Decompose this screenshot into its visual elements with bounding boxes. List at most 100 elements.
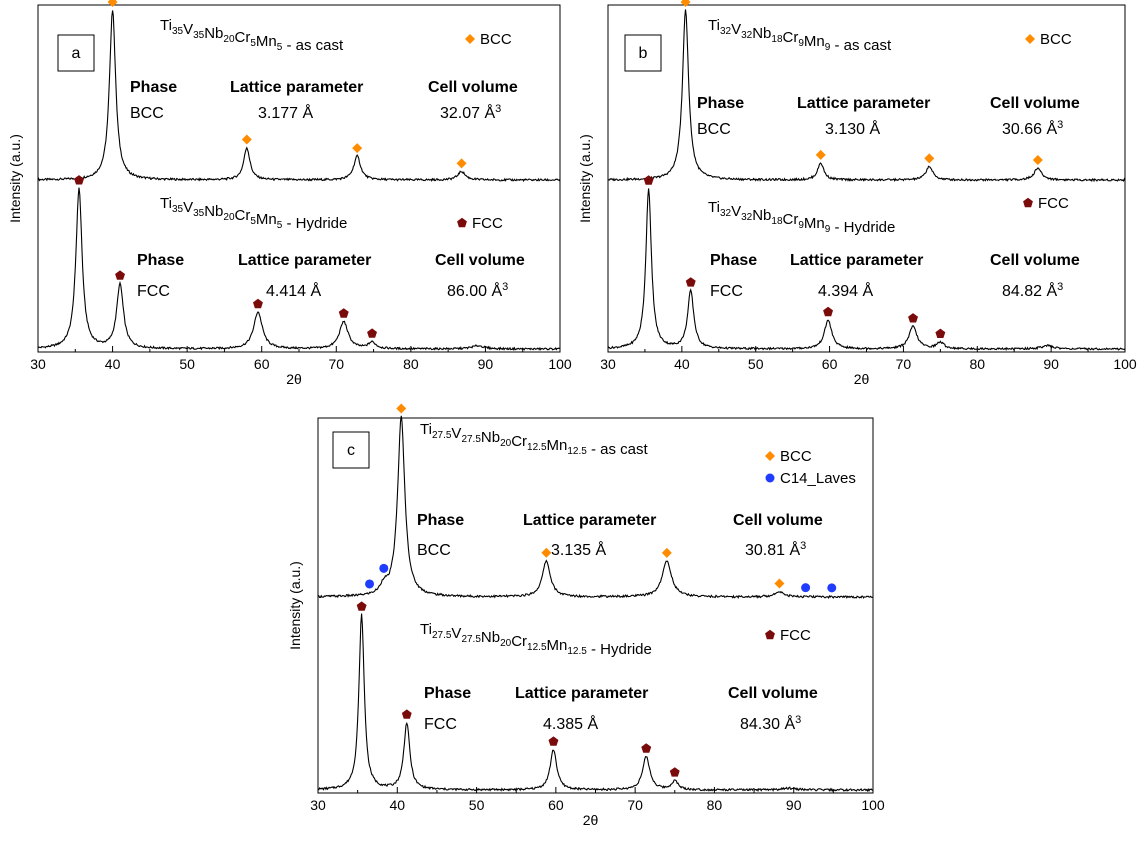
peak-marker-c14 [365, 579, 375, 589]
x-axis-label: 2θ [286, 371, 302, 387]
table-value-lattice: 4.394 Å [818, 281, 873, 300]
x-tick-label: 30 [30, 356, 46, 372]
x-tick-label: 50 [748, 356, 764, 372]
panel-label: c [347, 442, 355, 459]
table-header-phase: Phase [424, 685, 471, 702]
legend-marker-fcc [457, 217, 467, 228]
table-value-lattice: 3.177 Å [258, 103, 313, 122]
x-tick-label: 80 [403, 356, 419, 372]
peak-marker-bcc [456, 158, 467, 169]
peak-marker-bcc [352, 143, 363, 154]
trace-title: Ti35V35Nb20Cr5Mn5 - as cast [160, 17, 344, 54]
table-value-volume: 84.82 Å3 [1002, 281, 1063, 300]
table-header-volume: Cell volume [990, 252, 1080, 269]
peak-marker-bcc [680, 0, 691, 7]
trace-title: Ti32V32Nb18Cr9Mn9 - Hydride [708, 199, 895, 236]
table-value-volume: 86.00 Å3 [447, 281, 508, 300]
peak-marker-c14 [379, 563, 389, 573]
legend-label: BCC [480, 31, 512, 48]
peak-marker-fcc [685, 277, 696, 287]
y-axis-label: Intensity (a.u.) [577, 134, 593, 223]
x-tick-label: 80 [969, 356, 985, 372]
y-axis-label: Intensity (a.u.) [7, 134, 23, 223]
x-tick-label: 70 [328, 356, 344, 372]
trace-title: Ti27.5V27.5Nb20Cr12.5Mn12.5 - Hydride [420, 621, 652, 658]
trace-title: Ti27.5V27.5Nb20Cr12.5Mn12.5 - as cast [420, 421, 649, 458]
series-line [607, 188, 1126, 352]
table-header-volume: Cell volume [428, 79, 518, 96]
legend-marker-fcc [1023, 197, 1033, 208]
peak-marker-fcc [338, 308, 349, 318]
table-value-lattice: 4.414 Å [266, 281, 321, 300]
table-header-lattice: Lattice parameter [797, 95, 930, 112]
table-header-lattice: Lattice parameter [230, 79, 363, 96]
table-value-volume: 30.81 Å3 [745, 540, 806, 559]
table-header-phase: Phase [130, 79, 177, 96]
series-line [607, 9, 1126, 183]
panel-label-box [624, 34, 662, 72]
peak-marker-bcc [815, 149, 826, 160]
x-tick-label: 80 [707, 797, 723, 813]
trace-title: Ti35V35Nb20Cr5Mn5 - Hydride [160, 195, 347, 232]
peak-marker-c14 [827, 583, 837, 593]
x-tick-label: 60 [548, 797, 564, 813]
x-tick-label: 30 [310, 797, 326, 813]
table-value-lattice: 4.385 Å [543, 714, 598, 733]
x-tick-label: 50 [179, 356, 195, 372]
peak-marker-c14 [801, 583, 811, 593]
table-header-lattice: Lattice parameter [238, 252, 371, 269]
x-tick-label: 90 [1043, 356, 1059, 372]
peak-marker-fcc [643, 175, 654, 185]
x-tick-label: 100 [861, 797, 885, 813]
series-line [37, 187, 561, 352]
table-header-lattice: Lattice parameter [515, 685, 648, 702]
x-tick-label: 100 [1113, 356, 1137, 372]
x-tick-label: 60 [254, 356, 270, 372]
table-value-volume: 32.07 Å3 [440, 103, 501, 122]
series-line [37, 10, 561, 183]
trace-title: Ti32V32Nb18Cr9Mn9 - as cast [708, 17, 892, 54]
x-tick-label: 70 [896, 356, 912, 372]
peak-marker-bcc [774, 578, 785, 589]
table-value-phase: BCC [130, 105, 164, 122]
legend-marker-c14 [765, 473, 775, 483]
x-tick-label: 50 [469, 797, 485, 813]
panel-label-box [57, 34, 95, 72]
table-value-volume: 30.66 Å3 [1002, 119, 1063, 138]
table-header-volume: Cell volume [435, 252, 525, 269]
legend-label: FCC [780, 627, 811, 644]
peak-marker-fcc [823, 306, 833, 317]
peak-marker-bcc [241, 134, 252, 145]
peak-marker-fcc [669, 767, 680, 777]
legend-marker-fcc [765, 629, 775, 640]
peak-marker-fcc [356, 601, 367, 611]
series-line [317, 415, 874, 599]
table-header-lattice: Lattice parameter [790, 252, 923, 269]
peak-marker-bcc [396, 403, 407, 414]
peak-marker-bcc [541, 547, 552, 558]
x-tick-label: 30 [600, 356, 616, 372]
x-tick-label: 90 [786, 797, 802, 813]
peak-marker-bcc [661, 547, 672, 558]
peak-marker-fcc [935, 328, 946, 338]
peak-marker-fcc [908, 313, 918, 323]
peak-marker-fcc [74, 175, 84, 185]
table-header-volume: Cell volume [990, 95, 1080, 112]
table-value-phase: BCC [697, 121, 731, 138]
panel-c: 30 40 50 60 70 80 90 100 2θ Intensity (a.u.) c Ti27… [287, 403, 885, 828]
table-value-phase: BCC [417, 542, 451, 559]
legend-marker-bcc [765, 451, 775, 461]
peak-marker-fcc [367, 328, 377, 338]
table-header-volume: Cell volume [733, 512, 823, 529]
x-tick-label: 100 [548, 356, 572, 372]
peak-marker-fcc [401, 709, 412, 719]
x-axis-label: 2θ [583, 812, 599, 828]
table-value-phase: FCC [137, 283, 170, 300]
table-header-lattice: Lattice parameter [523, 512, 656, 529]
peak-marker-fcc [115, 270, 125, 280]
x-tick-label: 90 [478, 356, 494, 372]
legend-label: FCC [472, 215, 503, 232]
table-header-phase: Phase [417, 512, 464, 529]
table-value-lattice: 3.135 Å [551, 540, 606, 559]
